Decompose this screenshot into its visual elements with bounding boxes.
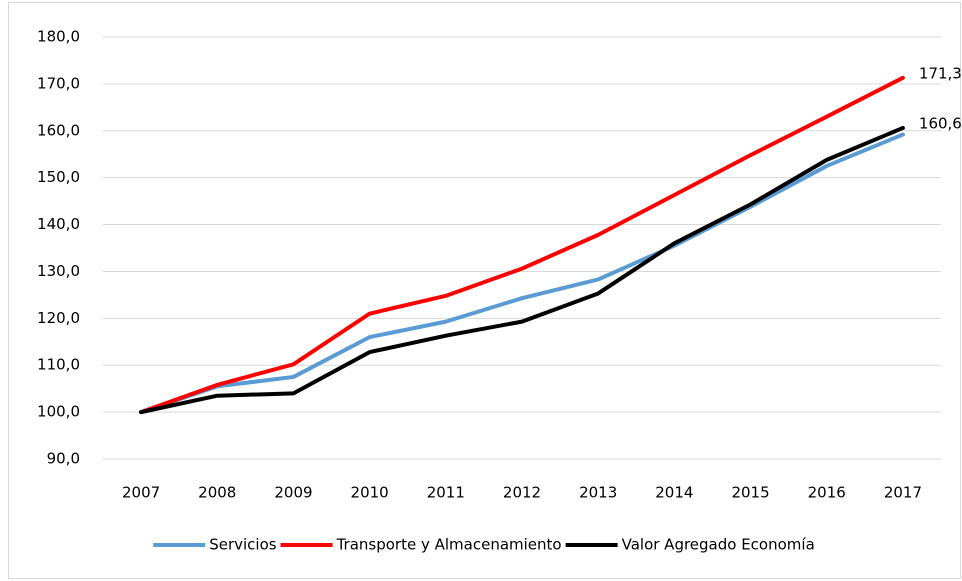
x-tick-label: 2009 (274, 484, 312, 502)
y-tick-label: 110,0 (37, 356, 80, 374)
legend-label: Valor Agregado Economía (622, 536, 815, 554)
legend-label: Transporte y Almacenamiento (336, 536, 562, 554)
y-tick-label: 170,0 (37, 74, 80, 92)
x-tick-label: 2011 (427, 484, 465, 502)
y-tick-label: 180,0 (37, 28, 80, 46)
y-tick-label: 100,0 (37, 403, 80, 421)
x-tick-label: 2015 (731, 484, 769, 502)
x-tick-label: 2017 (884, 484, 922, 502)
legend-label: Servicios (209, 536, 277, 554)
y-tick-label: 160,0 (37, 121, 80, 139)
x-tick-label: 2014 (655, 484, 693, 502)
data-line (139, 125, 905, 415)
x-tick-label: 2012 (503, 484, 541, 502)
y-tick-label: 120,0 (37, 309, 80, 327)
x-tick-label: 2008 (198, 484, 236, 502)
y-tick-label: 150,0 (37, 168, 80, 186)
data-label: 171,3 (919, 64, 962, 82)
x-tick-label: 2007 (122, 484, 160, 502)
x-tick-label: 2010 (351, 484, 389, 502)
y-tick-label: 130,0 (37, 262, 80, 280)
y-tick-label: 140,0 (37, 215, 80, 233)
data-label: 160,6 (919, 114, 962, 132)
chart-frame (8, 2, 961, 579)
y-tick-label: 90,0 (47, 450, 80, 468)
data-line (139, 75, 905, 415)
x-tick-label: 2016 (808, 484, 846, 502)
x-tick-label: 2013 (579, 484, 617, 502)
data-line (139, 132, 905, 415)
